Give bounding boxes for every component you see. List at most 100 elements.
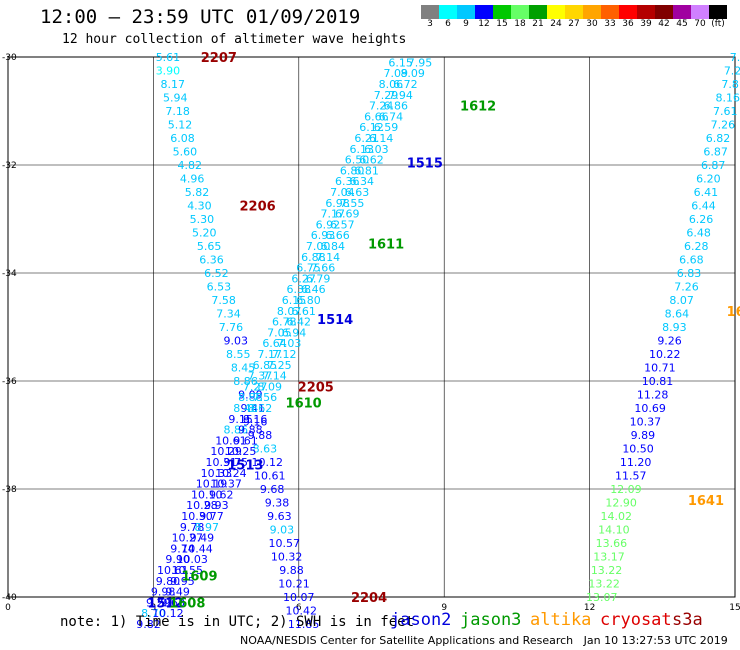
data-label-altika: 10.22	[649, 348, 681, 361]
color-scale-swatch	[421, 5, 439, 19]
data-label-jason3: 9.88	[238, 424, 263, 437]
data-label-jason3: 6.84	[320, 240, 345, 253]
color-scale-label: 33	[604, 19, 616, 29]
data-label-cryosat: 11.85	[288, 618, 320, 631]
data-label-jason2: 6.88	[301, 251, 326, 264]
data-label-altika: 10.50	[622, 443, 654, 456]
data-label-jason3: 6.80	[296, 294, 321, 307]
color-scale-label: 3	[427, 19, 433, 29]
data-label-altika: 7.	[730, 51, 740, 64]
data-label-jason2: 10.19	[196, 478, 228, 491]
color-scale-labels: 3 6 9 12 15 18 21 24 27 30 33 36 39 42 45 70 (ft)	[421, 19, 727, 29]
data-label-jason3: 9.62	[209, 488, 234, 501]
data-label-cryosat: 6.52	[204, 267, 229, 280]
time-label: 2204	[351, 591, 387, 606]
data-label-jason3: 6.59	[374, 121, 399, 134]
data-label-altika: 6.87	[701, 159, 726, 172]
data-label-jason3: 9.95	[170, 575, 195, 588]
y-tick-label: -36	[2, 377, 17, 387]
data-label-altika: 14.02	[601, 510, 633, 523]
data-label-jason2: 9.98	[151, 586, 176, 599]
data-label-jason3: 7.55	[340, 197, 365, 210]
data-label-altika: 8.16	[715, 92, 740, 105]
data-label-jason2: 8.88	[238, 391, 263, 404]
data-label-jason2: 7.05	[267, 326, 292, 339]
data-label-cryosat: 9.63	[267, 510, 292, 523]
data-label-altika: 13.22	[588, 578, 620, 591]
data-label-jason2: 6.93	[311, 229, 336, 242]
color-scale-label: 21	[532, 19, 544, 29]
data-label-jason2: 8.07	[277, 305, 302, 318]
data-label-cryosat: 4.82	[178, 159, 203, 172]
data-label-jason3: 6.86	[383, 100, 408, 113]
data-label-cryosat: 5.60	[173, 146, 198, 159]
color-scale-label: 27	[568, 19, 580, 29]
time-label: 1609	[181, 569, 217, 584]
data-label-jason3: 7.56	[253, 391, 278, 404]
data-label-altika: 6.44	[691, 200, 716, 213]
color-scale-swatch	[709, 5, 727, 19]
time-label: 1512	[147, 596, 183, 611]
data-label-cryosat: 8.45	[231, 362, 256, 375]
data-label-cryosat: 4.30	[187, 200, 212, 213]
time-label: 1611	[368, 237, 404, 252]
color-scale-label: 6	[445, 19, 451, 29]
data-label-altika: 6.20	[696, 173, 721, 186]
x-tick-label: 12	[584, 603, 595, 613]
data-label-altika: 6.28	[684, 240, 709, 253]
data-label-cryosat: 9.88	[248, 429, 273, 442]
data-label-jason2: 6.21	[354, 132, 379, 145]
data-label-jason2: 10.31	[206, 456, 238, 469]
color-scale-swatches	[421, 5, 727, 19]
data-label-altika: 12.09	[610, 483, 642, 496]
data-label-jason2: 7.00	[306, 240, 331, 253]
time-label: 2205	[298, 380, 334, 395]
data-label-altika: 13.07	[586, 591, 618, 604]
color-scale-label: 12	[478, 19, 490, 29]
color-scale-swatch	[511, 5, 529, 19]
data-label-cryosat: 7.18	[165, 105, 190, 118]
color-scale-swatch	[655, 5, 673, 19]
data-label-cryosat: 8.17	[161, 78, 186, 91]
data-label-jason2: 10.28	[186, 499, 218, 512]
data-label-cryosat: 3.90	[156, 65, 181, 78]
y-tick-label: -30	[2, 53, 17, 63]
data-label-cryosat: 5.82	[185, 186, 210, 199]
data-label-altika: 7.8	[721, 78, 739, 91]
data-label-jason3: 9.16	[243, 413, 268, 426]
credit-line: NOAA/NESDIS Center for Satellite Applica…	[240, 634, 728, 647]
color-scale-swatch	[637, 5, 655, 19]
time-label: 1608	[169, 596, 205, 611]
data-label-jason3: 6.69	[335, 208, 360, 221]
color-scale-swatch	[619, 5, 637, 19]
data-label-jason3: 6.57	[330, 218, 355, 231]
data-label-jason2: 6.13	[350, 143, 375, 156]
color-scale: 3 6 9 12 15 18 21 24 27 30 33 36 39 42 45 70 (ft)	[421, 5, 727, 29]
color-scale-swatch	[475, 5, 493, 19]
data-label-jason2: 7.37	[248, 370, 273, 383]
data-label-cryosat: 6.36	[199, 254, 224, 267]
data-label-cryosat: 10.12	[252, 456, 284, 469]
data-label-cryosat: 7.76	[219, 321, 244, 334]
data-label-jason2: 8.86	[224, 424, 249, 437]
data-label-cryosat: 5.94	[163, 92, 188, 105]
data-label-jason2: 7.17	[257, 348, 282, 361]
y-tick-label: -34	[2, 269, 17, 279]
data-label-jason2: 10.29	[210, 445, 242, 458]
data-label-cryosat: 8.86	[233, 375, 258, 388]
data-label-jason3: 6.94	[282, 326, 307, 339]
data-label-cryosat: 7.58	[211, 294, 236, 307]
data-label-jason2: 7.17	[320, 208, 345, 221]
data-label-jason2: 9.82	[136, 618, 161, 631]
data-label-altika: 10.71	[644, 362, 676, 375]
data-label-cryosat: 5.12	[168, 119, 193, 132]
data-label-jason2: 9.78	[180, 521, 205, 534]
data-label-jason3: 10.24	[215, 467, 247, 480]
data-label-jason2: 6.50	[345, 154, 370, 167]
data-label-jason3: 7.14	[316, 251, 341, 264]
data-label-jason3: 6.61	[291, 305, 316, 318]
data-label-jason2: 6.15	[282, 294, 307, 307]
data-label-altika: 9.89	[631, 429, 656, 442]
data-label-jason3: 10.44	[181, 542, 213, 555]
